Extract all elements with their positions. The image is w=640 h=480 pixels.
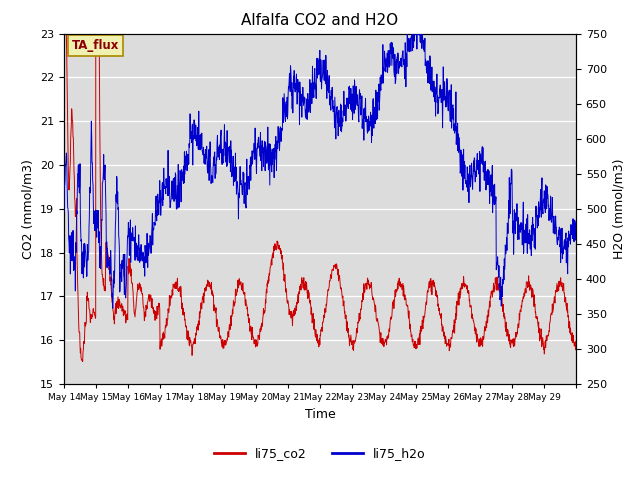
Legend: li75_co2, li75_h2o: li75_co2, li75_h2o: [209, 443, 431, 465]
Y-axis label: H2O (mmol/m3): H2O (mmol/m3): [612, 158, 625, 259]
X-axis label: Time: Time: [305, 408, 335, 420]
Text: TA_flux: TA_flux: [72, 39, 119, 52]
Title: Alfalfa CO2 and H2O: Alfalfa CO2 and H2O: [241, 13, 399, 28]
Y-axis label: CO2 (mmol/m3): CO2 (mmol/m3): [22, 159, 35, 259]
